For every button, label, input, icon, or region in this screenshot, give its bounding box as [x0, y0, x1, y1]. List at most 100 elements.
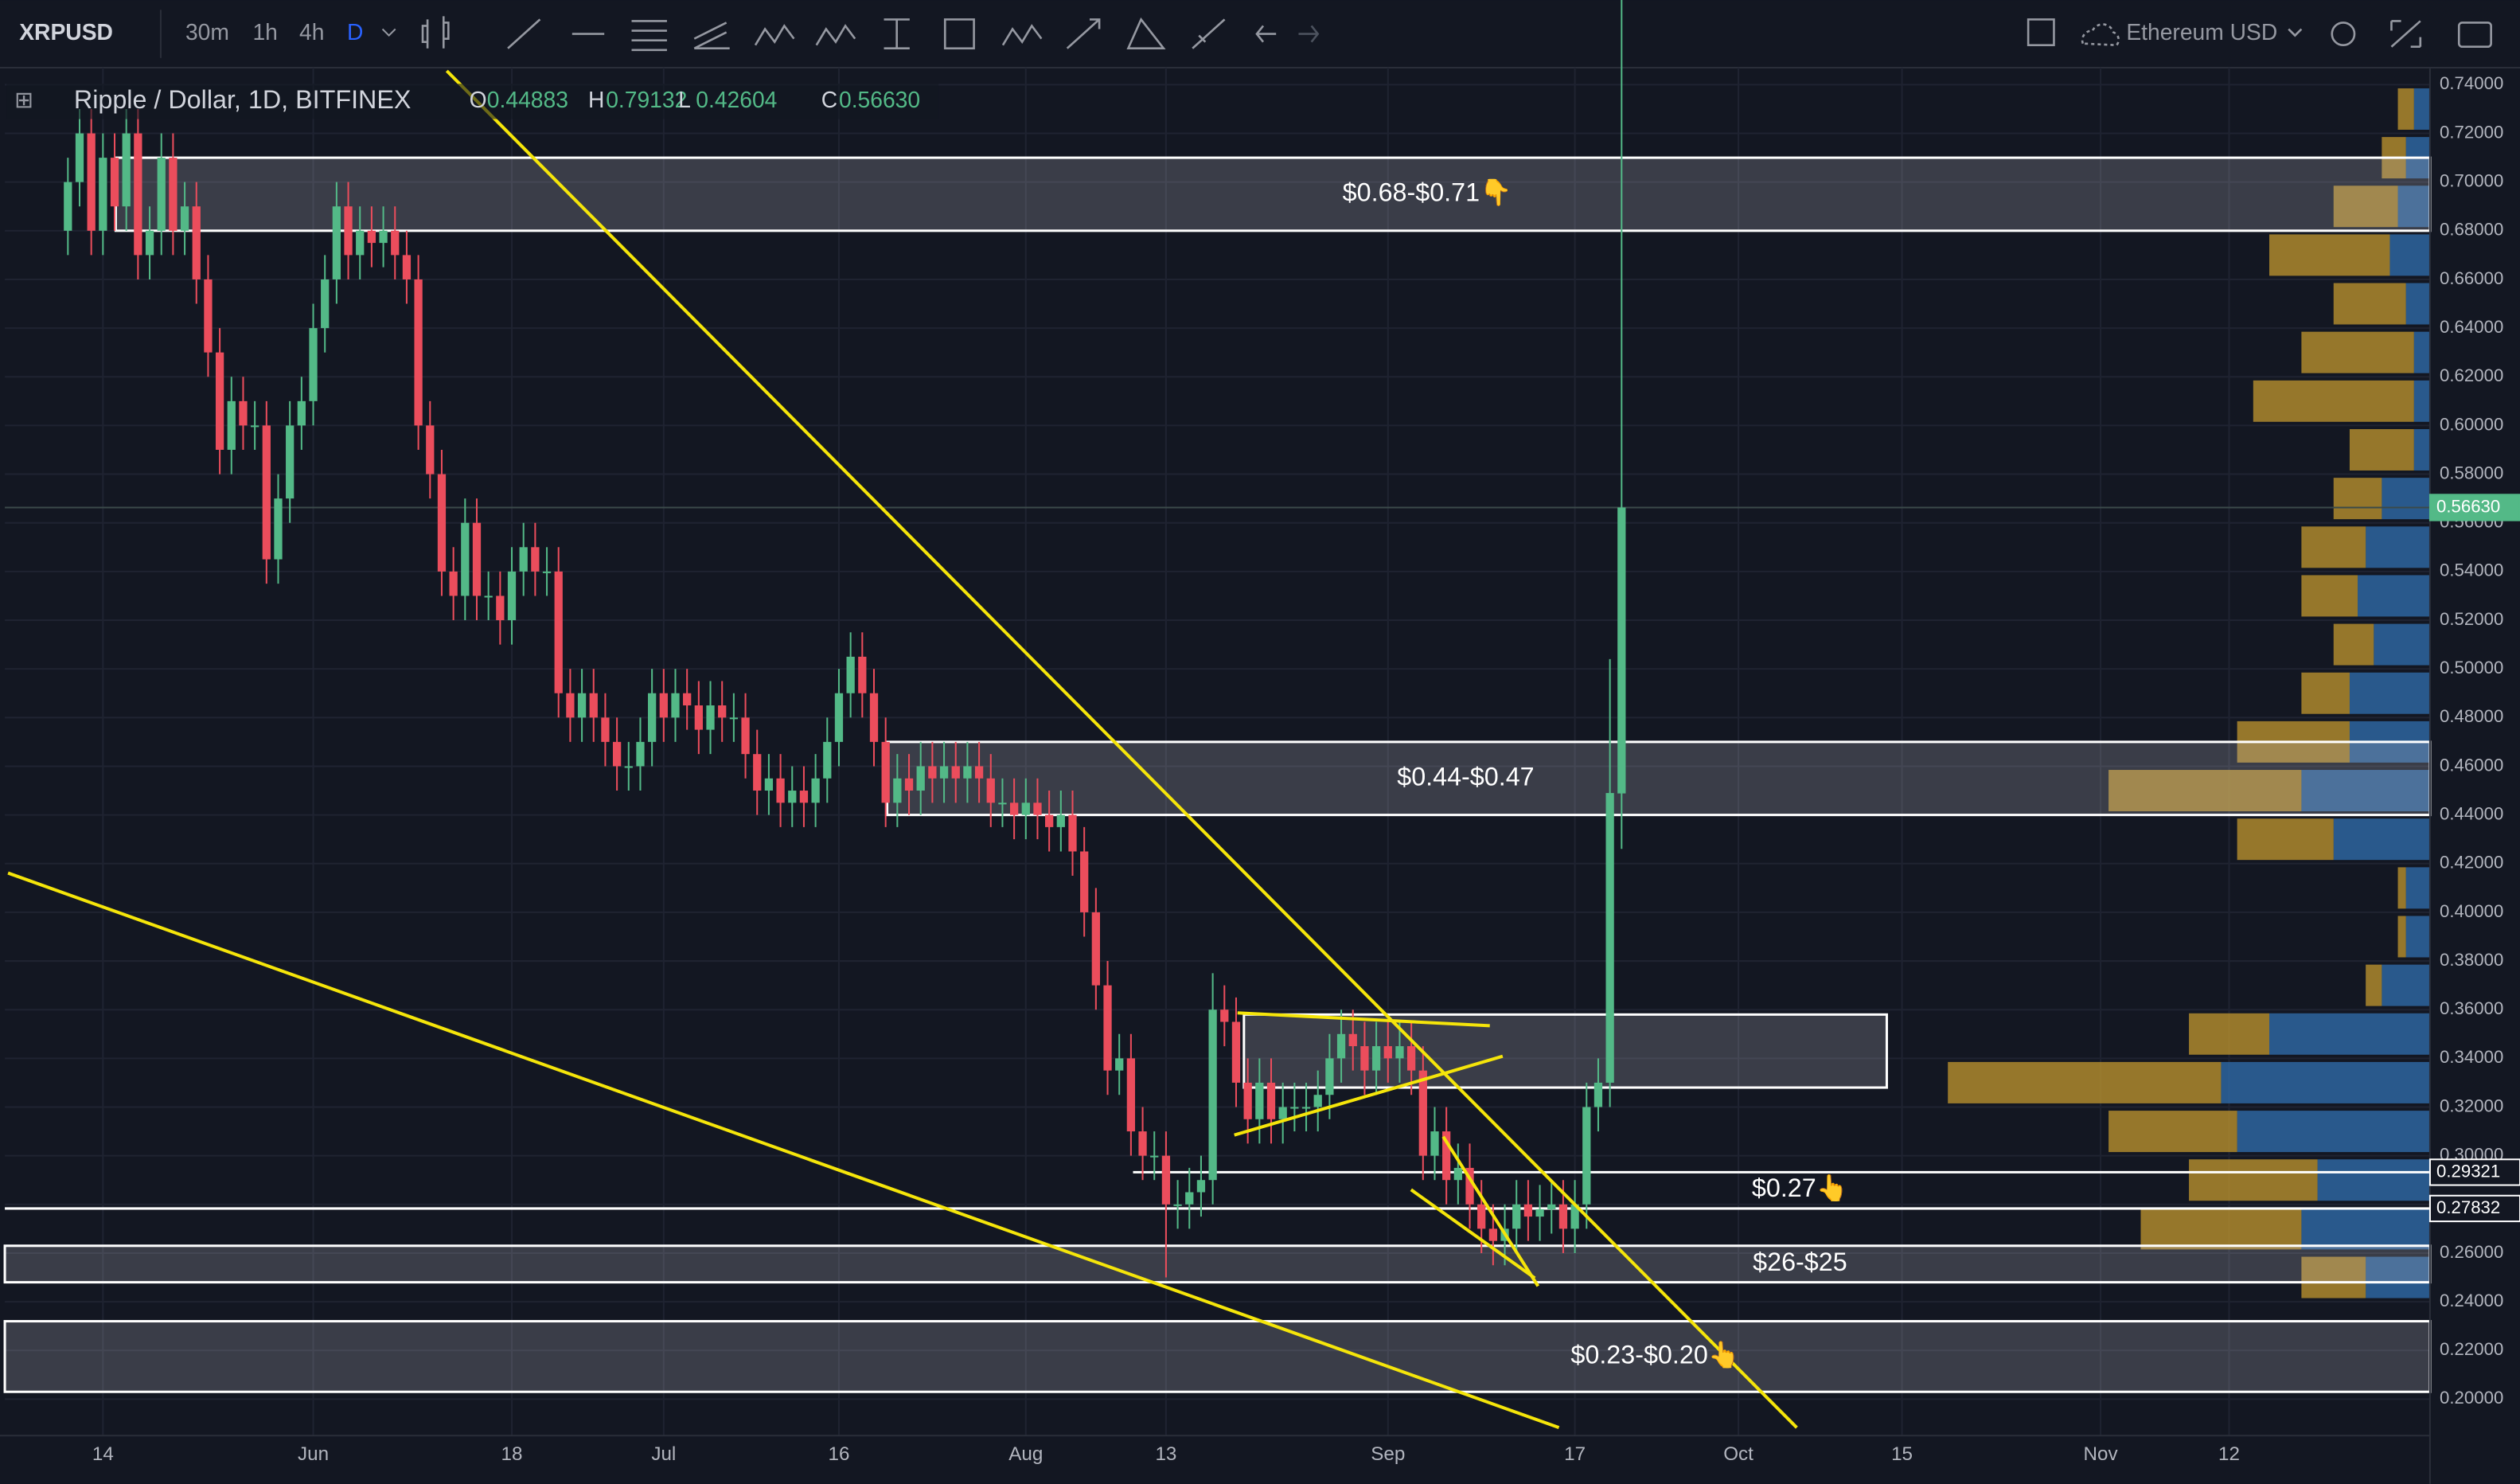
price-marker-label: 0.56630: [2436, 496, 2500, 516]
y-tick-label: 0.24000: [2440, 1291, 2503, 1310]
candle-body: [683, 693, 692, 706]
candle-body: [192, 206, 201, 279]
candle-body: [718, 705, 727, 718]
candle-body: [169, 158, 177, 231]
candle-body: [75, 133, 84, 182]
redo[interactable]: [1298, 25, 1320, 43]
candle-body: [1383, 1046, 1392, 1059]
ohlc-value: 0.42604: [696, 87, 777, 112]
fib-tool[interactable]: [631, 20, 667, 52]
candle-body: [1080, 851, 1089, 912]
candle-body: [332, 206, 341, 279]
candle-body: [858, 656, 867, 693]
candle-body: [1173, 1204, 1182, 1206]
candle-body: [344, 206, 353, 256]
candle-body: [64, 182, 72, 231]
elliott-tool[interactable]: [815, 24, 856, 46]
trend-line: [1234, 1054, 1504, 1137]
trend-line: [7, 871, 1560, 1430]
volume-down: [2333, 478, 2382, 520]
y-tick-label: 0.50000: [2440, 658, 2503, 678]
abcd-tool[interactable]: [1001, 24, 1043, 46]
volume-up: [2382, 478, 2430, 520]
candle-body: [939, 766, 949, 779]
volume-up: [2366, 1256, 2430, 1298]
volume-down: [2333, 283, 2406, 325]
candle-body: [1009, 803, 1019, 815]
candle-icon[interactable]: [421, 16, 450, 49]
volume-up: [2301, 1208, 2430, 1250]
candle-body: [1547, 1204, 1556, 1209]
candle-body: [157, 158, 166, 231]
candle-body: [1208, 1010, 1217, 1181]
candle-body: [741, 717, 750, 755]
candle-body: [204, 279, 213, 353]
x-tick-label: Aug: [1008, 1443, 1043, 1465]
candle-body: [227, 400, 236, 450]
compare-box[interactable]: [2027, 18, 2055, 47]
shape-tool[interactable]: [943, 18, 975, 50]
y-tick-label: 0.60000: [2440, 414, 2503, 434]
measure-tool[interactable]: [1126, 17, 1166, 50]
candle-body: [1442, 1131, 1451, 1181]
candle-body: [648, 693, 657, 742]
candle-body: [799, 791, 809, 803]
y-tick-label: 0.22000: [2440, 1339, 2503, 1359]
candle-body: [215, 352, 224, 450]
y-tick-label: 0.34000: [2440, 1047, 2503, 1067]
volume-up: [2333, 818, 2430, 861]
candle-body: [1266, 1082, 1276, 1119]
interval[interactable]: 1h: [252, 19, 277, 45]
x-tick-label: 13: [1155, 1443, 1176, 1465]
y-tick-label: 0.46000: [2440, 755, 2503, 775]
candle-body: [1185, 1192, 1194, 1205]
candle-body: [869, 693, 879, 742]
undo[interactable]: [1255, 25, 1277, 43]
zone: [886, 740, 2432, 817]
dropdown-icon[interactable]: [2288, 28, 2303, 37]
volume-down: [2189, 1159, 2318, 1201]
candle-body: [998, 803, 1007, 805]
candle-body: [414, 279, 423, 426]
price-marker-box: [2428, 494, 2520, 521]
price-marker-label: 0.27832: [2436, 1197, 2500, 1217]
arrow-tool[interactable]: [1066, 18, 1101, 49]
pattern-tool[interactable]: [754, 24, 795, 46]
candle-body: [1115, 1058, 1124, 1071]
interval[interactable]: 4h: [299, 19, 324, 45]
candle-body: [1301, 1107, 1311, 1109]
y-tick-label: 0.26000: [2440, 1242, 2503, 1262]
y-tick-label: 0.72000: [2440, 122, 2503, 142]
price-marker-box: [2428, 1194, 2520, 1223]
legend-toggle[interactable]: ⊞: [14, 87, 33, 112]
candle-body: [1512, 1204, 1521, 1229]
candle-body: [1348, 1033, 1357, 1047]
compare-symbol[interactable]: Ethereum USD: [2126, 19, 2277, 45]
dropdown-icon[interactable]: [381, 28, 396, 37]
candle-body: [1336, 1033, 1346, 1059]
brush-tool[interactable]: [1192, 18, 1226, 49]
settings-icon[interactable]: [2331, 21, 2356, 47]
compare-icon[interactable]: [2081, 23, 2120, 47]
volume-down: [2189, 1013, 2270, 1055]
zone-label: $0.23-$0.20👆: [1570, 1339, 1740, 1369]
candle-body: [286, 425, 295, 499]
candle-body: [1056, 814, 1065, 827]
fullscreen-icon[interactable]: [2390, 20, 2422, 49]
candle-body: [1243, 1082, 1252, 1119]
volume-down: [2397, 88, 2414, 130]
text-tool[interactable]: [884, 18, 910, 50]
symbol[interactable]: XRPUSD: [19, 19, 113, 45]
candle-body: [507, 571, 517, 621]
pitchfork-tool[interactable]: [693, 21, 730, 50]
volume-down: [2301, 1256, 2366, 1298]
x-tick-label: 12: [2218, 1443, 2240, 1465]
interval-active[interactable]: D: [347, 19, 363, 45]
volume-up: [2397, 186, 2430, 228]
snapshot-icon[interactable]: [2457, 21, 2492, 49]
volume-down: [2333, 623, 2374, 666]
volume-down: [2140, 1208, 2302, 1250]
candle-body: [1103, 985, 1112, 1071]
interval[interactable]: 30m: [185, 19, 229, 45]
trendline-tool[interactable]: [507, 18, 541, 49]
